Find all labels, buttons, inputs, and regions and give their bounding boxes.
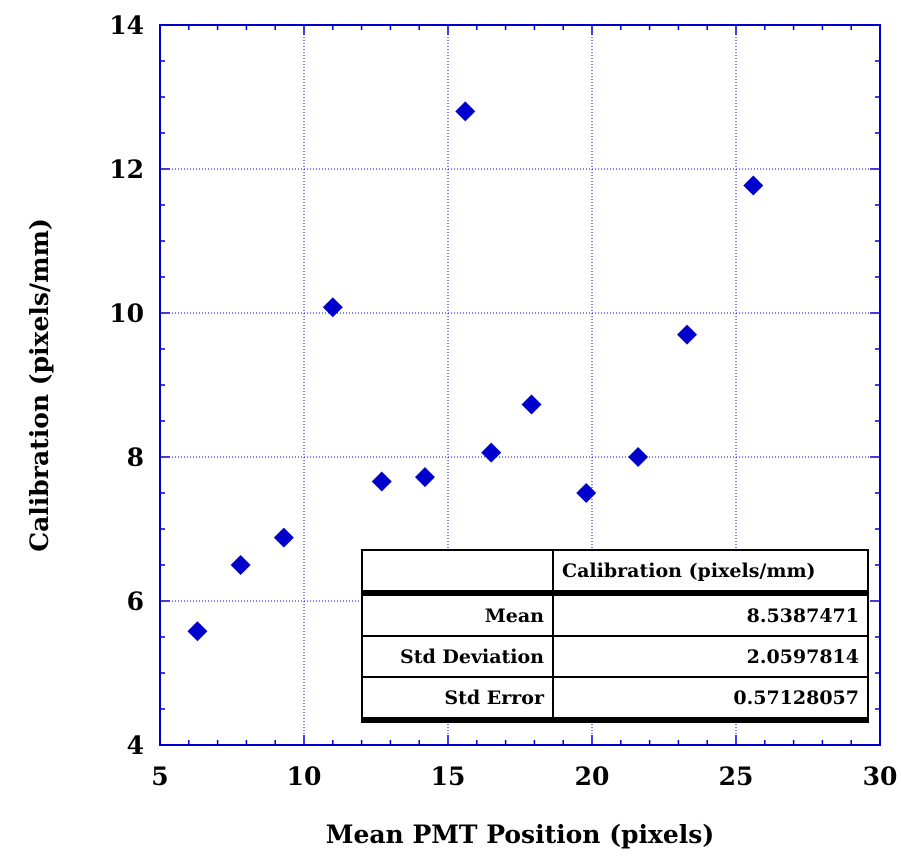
data-point <box>414 467 435 488</box>
data-point <box>576 483 597 503</box>
data-point <box>455 101 476 122</box>
tick-labels: 5 10 15 20 25 30 4 6 8 10 12 14 <box>109 11 897 791</box>
data-point <box>628 447 649 467</box>
stats-label-std-deviation: Std Deviation <box>361 635 554 678</box>
data-point <box>743 175 764 196</box>
stats-table: Calibration (pixels/mm) Mean 8.5387471 S… <box>361 549 869 723</box>
stats-row-mean: Mean 8.5387471 <box>361 592 869 637</box>
y-axis-title: Calibration (pixels/mm) <box>25 218 54 552</box>
stats-value-std-deviation: 2.0597814 <box>552 635 869 678</box>
data-point <box>273 527 294 548</box>
stats-header-empty <box>361 549 554 596</box>
x-tick-label: 15 <box>431 762 466 791</box>
y-tick-label: 8 <box>127 443 144 472</box>
data-point <box>322 297 343 318</box>
data-point <box>481 442 502 463</box>
y-tick-label: 4 <box>127 731 144 760</box>
y-tick-label: 6 <box>127 587 144 616</box>
x-tick-label: 10 <box>287 762 322 791</box>
x-tick-label: 20 <box>575 762 610 791</box>
data-point <box>677 324 698 345</box>
y-tick-label: 14 <box>109 11 144 40</box>
stats-header-row: Calibration (pixels/mm) <box>361 549 869 596</box>
stats-row-std-error: Std Error 0.57128057 <box>361 676 869 723</box>
data-point <box>521 394 542 415</box>
data-points <box>187 101 764 642</box>
x-tick-label: 5 <box>151 762 168 791</box>
data-point <box>230 555 251 575</box>
minor-ticks <box>159 24 881 746</box>
data-point <box>371 471 392 492</box>
stats-header-label: Calibration (pixels/mm) <box>552 549 869 596</box>
stats-row-std-deviation: Std Deviation 2.0597814 <box>361 635 869 678</box>
stats-label-std-error: Std Error <box>361 676 554 723</box>
stats-value-std-error: 0.57128057 <box>552 676 869 723</box>
data-point <box>187 621 208 642</box>
stats-value-mean: 8.5387471 <box>552 592 869 637</box>
y-tick-label: 12 <box>109 155 144 184</box>
x-tick-label: 30 <box>863 762 898 791</box>
stats-label-mean: Mean <box>361 592 554 637</box>
x-tick-label: 25 <box>719 762 754 791</box>
y-tick-label: 10 <box>109 299 144 328</box>
x-axis-title: Mean PMT Position (pixels) <box>326 820 714 849</box>
